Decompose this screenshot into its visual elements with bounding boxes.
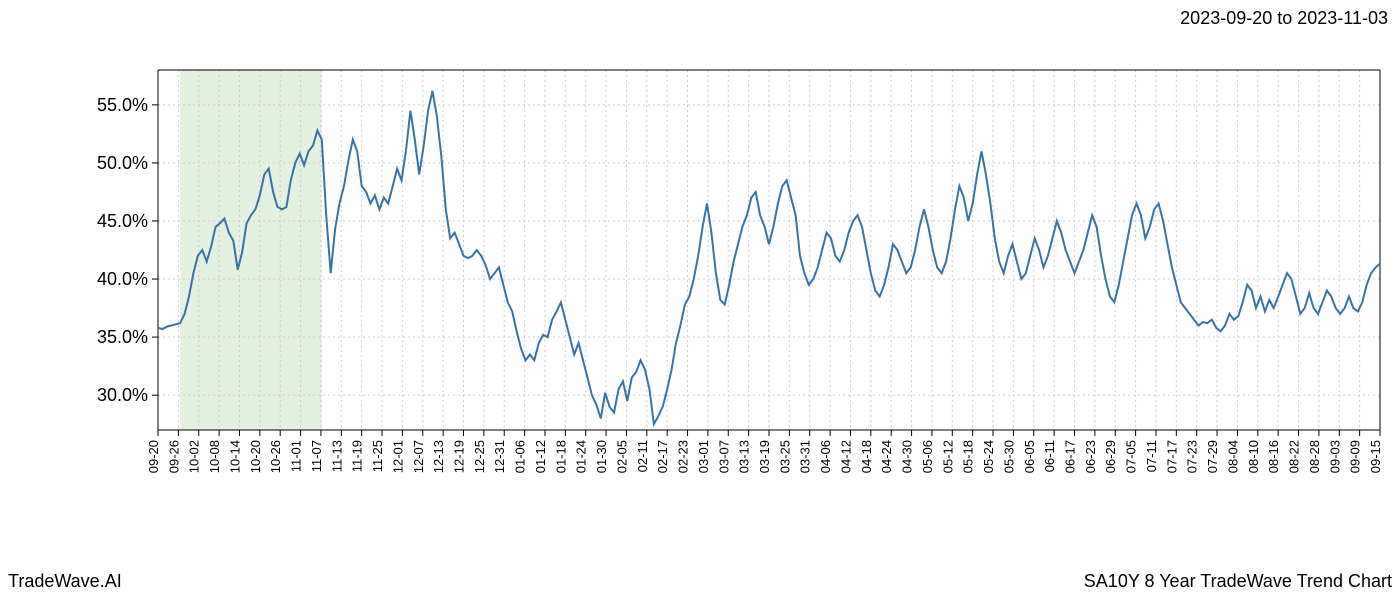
x-axis-tick-label: 08-22 <box>1287 440 1302 473</box>
x-axis-tick-label: 09-03 <box>1327 440 1342 473</box>
y-axis-tick-label: 40.0% <box>97 269 148 289</box>
x-axis-tick-label: 03-19 <box>757 440 772 473</box>
y-axis-tick-label: 50.0% <box>97 153 148 173</box>
x-axis-tick-label: 10-02 <box>187 440 202 473</box>
footer-title: SA10Y 8 Year TradeWave Trend Chart <box>1084 571 1392 592</box>
chart-svg: 30.0% 35.0% 40.0% 45.0% 50.0% 55.0% 09-20 09-26… <box>0 60 1400 540</box>
x-axis-tick-label: 02-23 <box>676 440 691 473</box>
x-axis-tick-label: 09-20 <box>146 440 161 473</box>
x-axis-tick-label: 07-23 <box>1185 440 1200 473</box>
x-axis-tick-label: 01-18 <box>553 440 568 473</box>
y-axis-tick-label: 35.0% <box>97 327 148 347</box>
x-axis-tick-label: 11-01 <box>289 440 304 472</box>
date-range-label: 2023-09-20 to 2023-11-03 <box>1180 8 1388 29</box>
x-axis-tick-label: 06-29 <box>1103 440 1118 473</box>
x-axis-tick-label: 03-13 <box>737 440 752 473</box>
x-axis-tick-label: 10-14 <box>227 440 242 473</box>
x-axis-tick-label: 12-07 <box>411 440 426 473</box>
x-axis-tick-label: 11-25 <box>370 440 385 472</box>
x-axis-tick-label: 06-23 <box>1083 440 1098 473</box>
x-axis-tick-label: 12-01 <box>390 440 405 473</box>
x-axis-tick-label: 10-08 <box>207 440 222 473</box>
x-axis-tick-label: 02-11 <box>635 440 650 472</box>
y-axis-tick-label: 45.0% <box>97 211 148 231</box>
x-axis-tick-label: 06-11 <box>1042 440 1057 472</box>
x-axis-tick-label: 01-06 <box>513 440 528 473</box>
x-axis-tick-label: 06-05 <box>1022 440 1037 473</box>
x-axis-tick-label: 05-18 <box>961 440 976 473</box>
x-axis-tick-label: 01-24 <box>574 440 589 473</box>
x-axis-tick-label: 02-05 <box>614 440 629 473</box>
footer-brand: TradeWave.AI <box>8 571 122 592</box>
x-axis-tick-label: 08-10 <box>1246 440 1261 473</box>
x-axis-tick-label: 08-04 <box>1225 440 1240 473</box>
x-axis-tick-label: 03-01 <box>696 440 711 473</box>
x-axis-tick-label: 07-17 <box>1164 440 1179 473</box>
x-axis-tick-label: 07-05 <box>1124 440 1139 473</box>
x-axis-tick-label: 10-20 <box>248 440 263 473</box>
x-axis-tick-label: 12-19 <box>452 440 467 473</box>
x-axis-tick-label: 12-13 <box>431 440 446 473</box>
x-axis-tick-label: 09-26 <box>166 440 181 473</box>
x-axis-tick-label: 09-09 <box>1348 440 1363 473</box>
x-axis-tick-label: 11-19 <box>350 440 365 472</box>
y-axis-tick-label: 30.0% <box>97 385 148 405</box>
x-axis-tick-label: 12-25 <box>472 440 487 473</box>
x-axis-tick-label: 04-12 <box>838 440 853 473</box>
x-axis-tick-label: 07-11 <box>1144 440 1159 472</box>
x-axis-tick-label: 11-07 <box>309 440 324 472</box>
x-axis-tick-label: 05-12 <box>940 440 955 473</box>
x-axis-tick-label: 04-24 <box>879 440 894 473</box>
x-axis-tick-label: 03-25 <box>777 440 792 473</box>
x-axis-tick-label: 06-17 <box>1063 440 1078 473</box>
x-axis-tick-label: 01-12 <box>533 440 548 473</box>
x-axis-tick-label: 03-07 <box>716 440 731 473</box>
x-axis-tick-label: 04-30 <box>900 440 915 473</box>
x-axis-tick-label: 04-06 <box>818 440 833 473</box>
x-axis-tick-label: 09-15 <box>1368 440 1383 473</box>
x-axis-tick-label: 10-26 <box>268 440 283 473</box>
x-axis-tick-label: 05-24 <box>981 440 996 473</box>
x-axis-tick-label: 05-06 <box>920 440 935 473</box>
trend-chart: 30.0% 35.0% 40.0% 45.0% 50.0% 55.0% 09-20 09-26… <box>0 60 1400 540</box>
x-axis-tick-label: 08-16 <box>1266 440 1281 473</box>
x-axis-tick-label: 01-30 <box>594 440 609 473</box>
y-axis-tick-label: 55.0% <box>97 95 148 115</box>
x-axis-tick-label: 05-30 <box>1001 440 1016 473</box>
x-axis-tick-label: 08-28 <box>1307 440 1322 473</box>
x-axis-tick-label: 04-18 <box>859 440 874 473</box>
x-axis-tick-label: 07-29 <box>1205 440 1220 473</box>
x-axis-tick-label: 11-13 <box>329 440 344 472</box>
x-axis-tick-label: 12-31 <box>492 440 507 473</box>
x-axis-tick-label: 02-17 <box>655 440 670 473</box>
x-axis-tick-label: 03-31 <box>798 440 813 473</box>
